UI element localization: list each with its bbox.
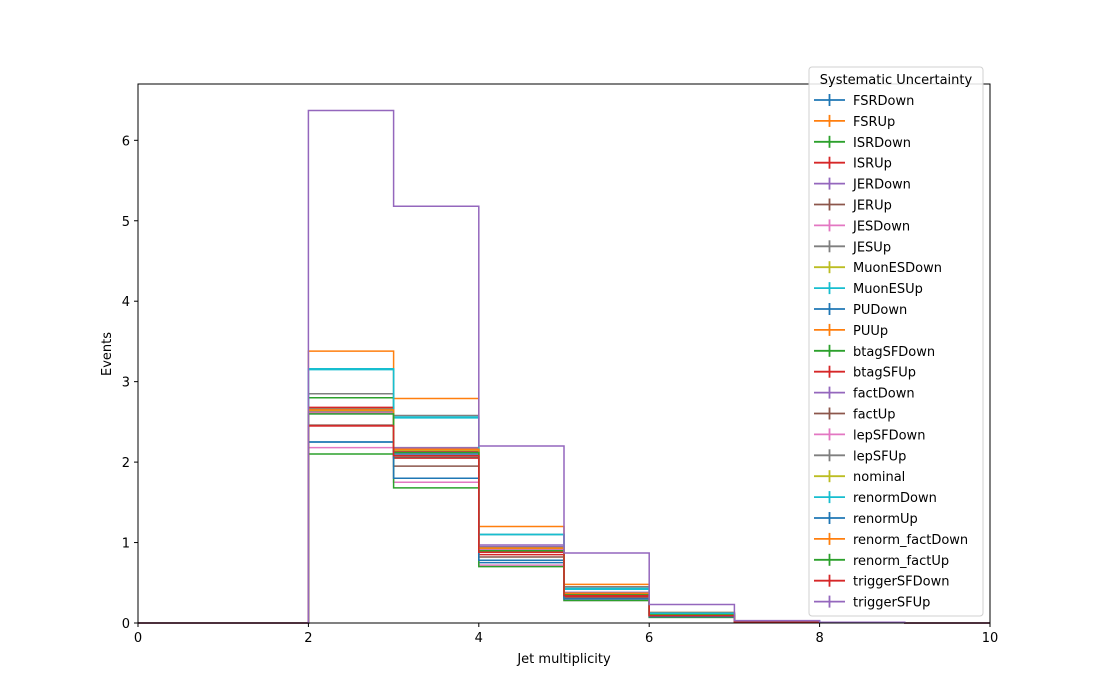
legend-label: renorm_factDown [853, 533, 968, 548]
series-triggersfup [138, 109, 990, 624]
x-tick-label: 6 [645, 631, 653, 646]
legend-label: btagSFDown [853, 345, 935, 360]
legend-item-factdown: factDown [814, 386, 915, 402]
x-axis: 0 2 4 6 8 10 [134, 623, 998, 646]
legend-item-puup: PUUp [814, 323, 888, 339]
legend-item-isrup: ISRUp [814, 156, 892, 172]
y-tick-label: 0 [122, 617, 130, 632]
y-tick-label: 5 [122, 215, 130, 230]
legend-item-btagsfdown: btagSFDown [814, 344, 935, 360]
legend-label: factDown [853, 387, 915, 402]
legend-box [808, 66, 984, 617]
legend-label: lepSFDown [853, 428, 925, 443]
legend-label: JESUp [852, 240, 891, 255]
legend-label: MuonESDown [853, 261, 942, 276]
legend-item-triggersfdown: triggerSFDown [814, 574, 949, 590]
legend-item-factup: factUp [814, 407, 896, 423]
legend-item-isrdown: ISRDown [814, 135, 911, 151]
legend-item-renormup: renormUp [814, 512, 918, 527]
legend-label: triggerSFUp [853, 596, 930, 611]
legend-label: lepSFUp [853, 449, 906, 464]
legend-label: JESDown [852, 219, 910, 234]
legend-label: ISRUp [853, 157, 892, 172]
y-axis-label: Events [100, 332, 115, 376]
legend-item-muonesdown: MuonESDown [814, 261, 942, 276]
legend-item-renorm-factup: renorm_factUp [814, 553, 949, 569]
legend-label: renorm_factUp [853, 554, 949, 569]
legend-item-jesup: JESUp [814, 240, 891, 255]
y-axis: 0 1 2 3 4 5 6 [122, 134, 138, 632]
legend-label: PUDown [853, 303, 907, 318]
legend-item-renorm-factdown: renorm_factDown [814, 532, 968, 548]
legend-item-fsrdown: FSRDown [814, 94, 914, 109]
legend-label: triggerSFDown [853, 575, 949, 590]
x-tick-label: 8 [815, 631, 823, 646]
legend-label: renormDown [853, 491, 937, 506]
legend-label: FSRUp [853, 115, 895, 130]
legend-label: renormUp [853, 512, 918, 527]
legend-item-muonesup: MuonESUp [814, 282, 923, 297]
x-tick-label: 2 [304, 631, 312, 646]
legend-item-btagsfup: btagSFUp [814, 365, 916, 381]
legend-label: PUUp [853, 324, 888, 339]
legend-label: factUp [853, 408, 896, 423]
x-tick-label: 4 [475, 631, 483, 646]
legend-label: MuonESUp [853, 282, 923, 297]
legend-item-lepsfdown: lepSFDown [814, 428, 925, 443]
legend-item-jesdown: JESDown [814, 219, 910, 234]
y-tick-label: 3 [122, 376, 130, 391]
y-tick-label: 4 [122, 295, 130, 310]
legend-item-jerdown: JERDown [814, 177, 911, 193]
legend-title: Systematic Uncertainty [820, 73, 973, 88]
legend-label: FSRDown [853, 94, 914, 109]
y-tick-label: 2 [122, 456, 130, 471]
x-axis-label: Jet multiplicity [516, 652, 611, 667]
legend-label: nominal [853, 470, 905, 485]
legend-item-triggersfup: triggerSFUp [814, 595, 930, 611]
legend-label: ISRDown [853, 136, 911, 151]
legend-item-pudown: PUDown [814, 303, 907, 318]
legend-item-renormdown: renormDown [814, 491, 937, 506]
x-tick-label: 0 [134, 631, 142, 646]
y-tick-label: 6 [122, 134, 130, 149]
x-tick-label: 10 [982, 631, 999, 646]
legend-item-jerup: JERUp [814, 198, 892, 214]
legend-item-nominal: nominal [814, 470, 905, 485]
y-tick-label: 1 [122, 537, 130, 552]
legend-label: JERUp [852, 199, 892, 214]
legend-item-lepsfup: lepSFUp [814, 449, 906, 464]
axes-frame [137, 83, 991, 624]
legend-label: JERDown [852, 178, 911, 193]
legend: Systematic Uncertainty FSRDown FSRUp ISRDo… [808, 66, 984, 617]
legend-label: btagSFUp [853, 366, 916, 381]
legend-item-fsrup: FSRUp [814, 114, 895, 130]
